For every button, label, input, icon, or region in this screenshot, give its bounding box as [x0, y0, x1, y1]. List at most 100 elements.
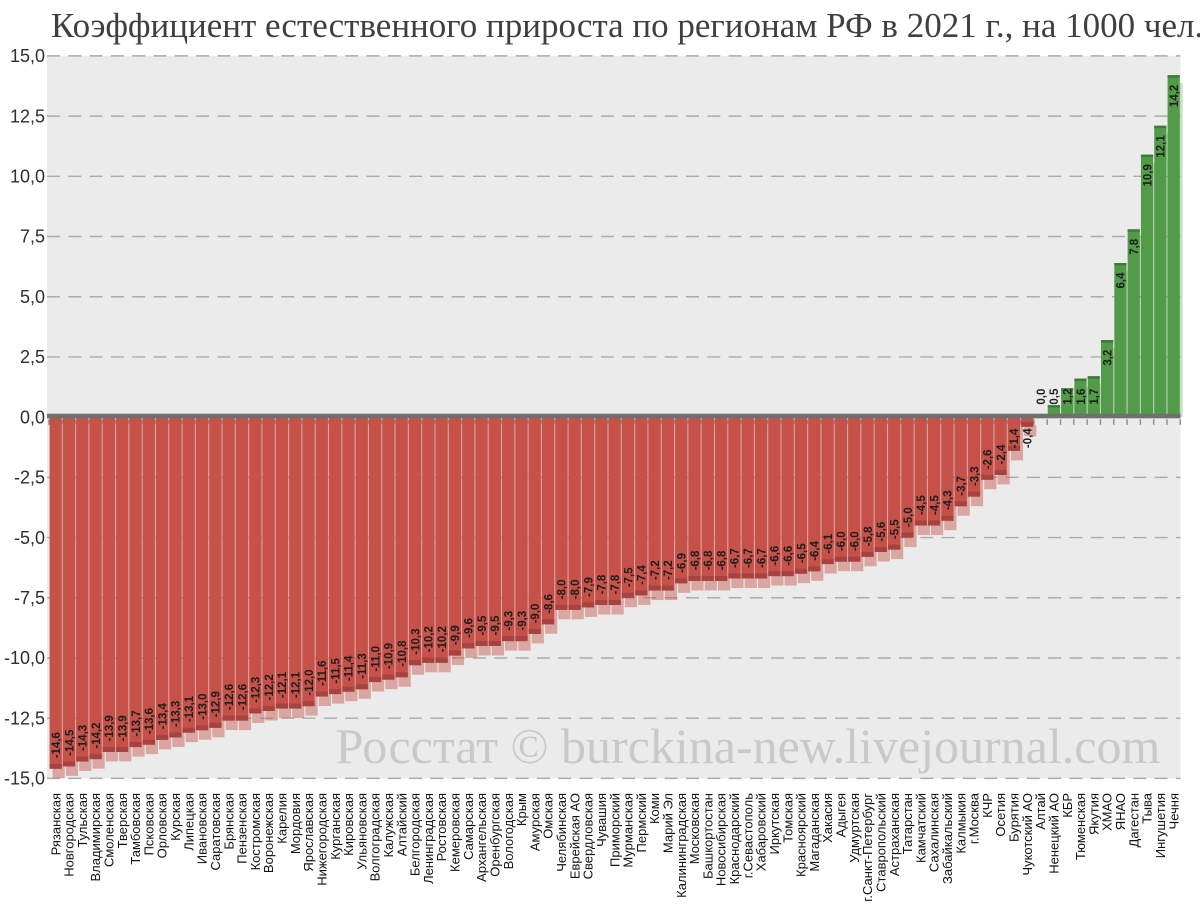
svg-text:-5,0: -5,0: [903, 507, 915, 527]
svg-text:Ульяновская: Ульяновская: [354, 793, 369, 870]
svg-text:Ненецкий АО: Ненецкий АО: [1046, 793, 1061, 874]
svg-text:14,2: 14,2: [1169, 85, 1181, 107]
svg-text:-6,7: -6,7: [743, 548, 755, 568]
svg-text:-12,5: -12,5: [4, 708, 45, 728]
svg-text:-14,3: -14,3: [78, 725, 90, 751]
svg-text:Сахалинская: Сахалинская: [927, 793, 942, 872]
svg-text:Тверская: Тверская: [115, 793, 130, 848]
svg-text:-1,4: -1,4: [1009, 428, 1021, 448]
svg-text:Мурманская: Мурманская: [621, 793, 636, 868]
svg-text:15,0: 15,0: [10, 46, 45, 66]
svg-text:Ставропольский: Ставропольский: [873, 793, 888, 892]
svg-text:Астраханская: Астраханская: [887, 793, 902, 876]
svg-text:Вологодская: Вологодская: [501, 793, 516, 869]
svg-text:Ингушетия: Ингушетия: [1153, 793, 1168, 858]
svg-text:2,5: 2,5: [20, 347, 45, 367]
svg-text:Приморский: Приморский: [607, 793, 622, 867]
svg-text:Забайкальский: Забайкальский: [940, 793, 955, 884]
svg-text:Ярославская: Ярославская: [301, 793, 316, 872]
svg-text:Иркутская: Иркутская: [767, 793, 782, 854]
svg-text:-11,5: -11,5: [330, 657, 342, 683]
svg-text:-6,7: -6,7: [730, 548, 742, 568]
svg-text:0,5: 0,5: [1049, 388, 1061, 405]
svg-text:-8,0: -8,0: [557, 579, 569, 599]
svg-text:Брянская: Брянская: [221, 793, 236, 850]
svg-text:10,9: 10,9: [1142, 164, 1154, 186]
svg-text:Новосибирская: Новосибирская: [714, 793, 729, 886]
svg-text:-9,5: -9,5: [477, 615, 489, 635]
svg-text:-2,6: -2,6: [983, 449, 995, 469]
svg-text:-7,4: -7,4: [637, 564, 649, 584]
svg-text:Пензенская: Пензенская: [235, 793, 250, 864]
svg-text:ЯНАО: ЯНАО: [1113, 793, 1128, 830]
svg-text:-7,8: -7,8: [597, 574, 609, 594]
svg-text:Краснодарский: Краснодарский: [727, 793, 742, 884]
svg-text:Удмуртская: Удмуртская: [847, 793, 862, 863]
svg-text:Марий Эл: Марий Эл: [660, 793, 675, 853]
svg-text:Кемеровская: Кемеровская: [448, 793, 463, 872]
svg-text:Якутия: Якутия: [1086, 793, 1101, 835]
svg-text:0,0: 0,0: [20, 407, 45, 427]
svg-text:Ленинградская: Ленинградская: [421, 793, 436, 884]
svg-text:Бурятия: Бурятия: [1007, 793, 1022, 842]
svg-text:-10,8: -10,8: [397, 640, 409, 667]
svg-text:-13,7: -13,7: [131, 710, 143, 736]
svg-text:-5,6: -5,6: [876, 522, 888, 542]
svg-text:5,0: 5,0: [20, 287, 45, 307]
svg-text:Дагестан: Дагестан: [1126, 793, 1141, 847]
svg-text:-4,5: -4,5: [916, 495, 928, 515]
svg-text:Нижегородская: Нижегородская: [314, 793, 329, 886]
svg-text:-6,8: -6,8: [703, 550, 715, 570]
svg-text:-10,3: -10,3: [410, 628, 422, 654]
svg-text:Чувашия: Чувашия: [594, 793, 609, 847]
svg-text:Орловская: Орловская: [155, 793, 170, 858]
svg-text:Амурская: Амурская: [527, 793, 542, 851]
svg-text:Кировская: Кировская: [341, 793, 356, 856]
svg-text:-12,2: -12,2: [264, 674, 276, 700]
svg-text:Костромская: Костромская: [248, 793, 263, 870]
svg-text:-14,2: -14,2: [91, 722, 103, 748]
svg-text:-9,6: -9,6: [464, 618, 476, 638]
svg-text:-12,3: -12,3: [251, 677, 263, 703]
svg-text:Тамбовская: Тамбовская: [128, 793, 143, 865]
svg-text:КЧР: КЧР: [980, 793, 995, 818]
svg-text:-5,5: -5,5: [889, 519, 901, 539]
svg-text:Чечня: Чечня: [1166, 793, 1181, 829]
svg-text:Хакасия: Хакасия: [820, 793, 835, 843]
svg-text:-4,5: -4,5: [929, 495, 941, 515]
svg-text:Ивановская: Ивановская: [195, 793, 210, 864]
svg-text:Оренбургская: Оренбургская: [487, 793, 502, 877]
svg-text:-12,6: -12,6: [224, 684, 236, 710]
svg-text:10,0: 10,0: [10, 167, 45, 187]
svg-text:-7,2: -7,2: [663, 560, 675, 580]
svg-text:Смоленская: Смоленская: [101, 793, 116, 867]
svg-text:-6,7: -6,7: [756, 548, 768, 568]
svg-text:Рязанская: Рязанская: [48, 793, 63, 855]
svg-text:Тюменская: Тюменская: [1073, 793, 1088, 860]
svg-text:-8,0: -8,0: [570, 579, 582, 599]
svg-text:-12,6: -12,6: [237, 684, 249, 710]
svg-text:-6,1: -6,1: [823, 533, 835, 553]
svg-text:-13,9: -13,9: [104, 715, 116, 741]
svg-text:-13,4: -13,4: [157, 703, 169, 730]
svg-text:-11,3: -11,3: [357, 653, 369, 679]
svg-text:-9,3: -9,3: [517, 611, 529, 631]
svg-text:-12,1: -12,1: [277, 671, 289, 698]
svg-text:12,1: 12,1: [1156, 135, 1168, 158]
svg-text:Осетия: Осетия: [993, 793, 1008, 837]
svg-text:Пермский: Пермский: [634, 793, 649, 852]
svg-text:Ростовская: Ростовская: [434, 793, 449, 861]
svg-text:-5,8: -5,8: [863, 526, 875, 546]
svg-text:Магаданская: Магаданская: [807, 793, 822, 872]
svg-text:Псковская: Псковская: [141, 793, 156, 855]
svg-text:Алтайский: Алтайский: [394, 793, 409, 856]
svg-text:г.Севастополь: г.Севастополь: [740, 793, 755, 878]
svg-text:Московская: Московская: [687, 793, 702, 864]
svg-text:Архангельская: Архангельская: [474, 793, 489, 882]
svg-text:Калининградская: Калининградская: [674, 793, 689, 898]
svg-text:Липецкая: Липецкая: [181, 793, 196, 851]
svg-text:Башкортостан: Башкортостан: [700, 793, 715, 879]
svg-text:-12,9: -12,9: [211, 691, 223, 717]
svg-text:Курская: Курская: [168, 793, 183, 841]
svg-text:-3,3: -3,3: [969, 466, 981, 486]
